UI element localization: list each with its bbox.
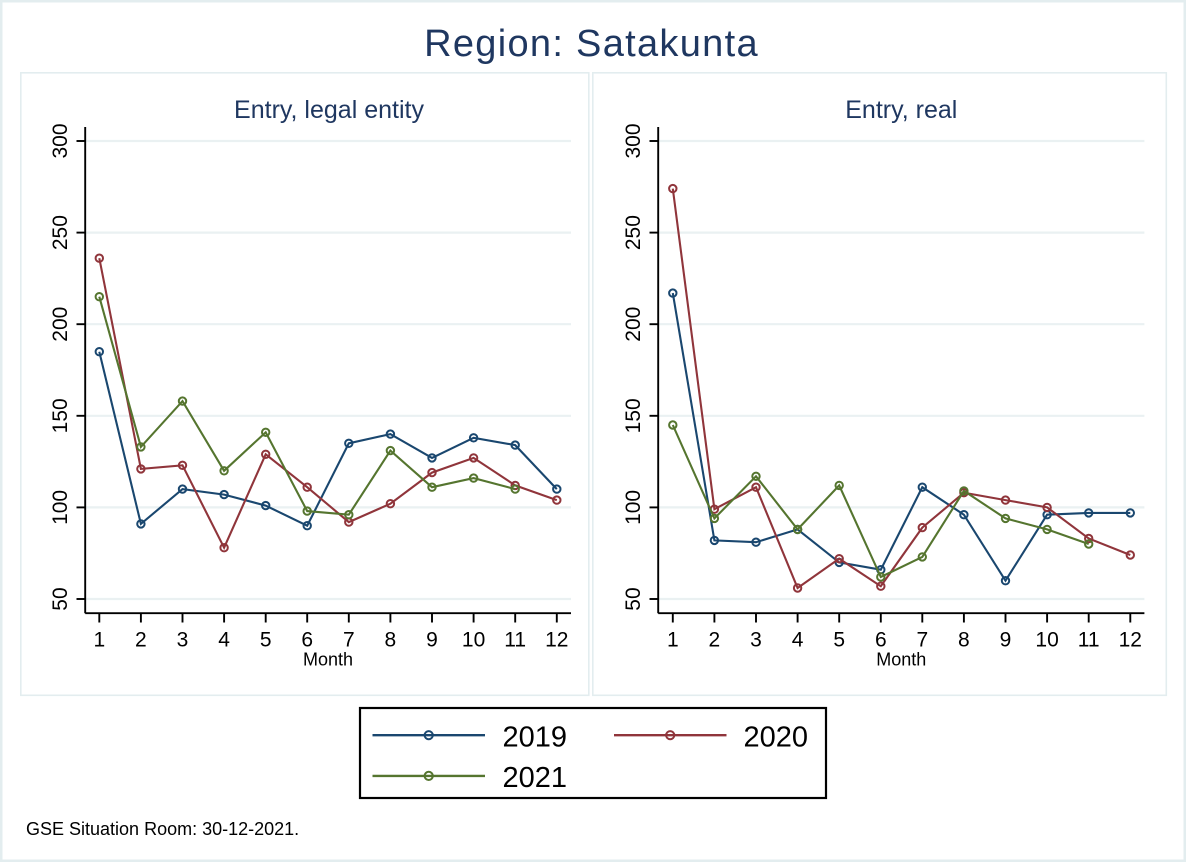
- svg-text:250: 250: [49, 215, 72, 250]
- svg-text:10: 10: [1035, 629, 1058, 652]
- svg-text:100: 100: [49, 490, 72, 525]
- svg-text:250: 250: [622, 215, 645, 250]
- svg-text:GSE Situation Room: 30-12-2021: GSE Situation Room: 30-12-2021.: [26, 819, 299, 839]
- svg-text:50: 50: [622, 587, 645, 610]
- svg-text:6: 6: [875, 629, 887, 652]
- svg-text:150: 150: [622, 398, 645, 433]
- svg-text:5: 5: [833, 629, 845, 652]
- svg-text:Month: Month: [303, 650, 353, 670]
- svg-text:9: 9: [426, 629, 438, 652]
- svg-text:8: 8: [958, 629, 970, 652]
- svg-text:10: 10: [462, 629, 485, 652]
- svg-text:2020: 2020: [744, 721, 809, 753]
- svg-text:1: 1: [93, 629, 105, 652]
- svg-text:9: 9: [1000, 629, 1012, 652]
- svg-text:Month: Month: [876, 650, 926, 670]
- svg-text:Entry, real: Entry, real: [845, 96, 957, 124]
- svg-text:12: 12: [545, 629, 568, 652]
- svg-text:2019: 2019: [503, 721, 568, 753]
- svg-text:150: 150: [49, 398, 72, 433]
- svg-text:Entry, legal entity: Entry, legal entity: [234, 96, 424, 124]
- svg-text:5: 5: [260, 629, 272, 652]
- svg-text:3: 3: [177, 629, 189, 652]
- svg-text:100: 100: [622, 490, 645, 525]
- svg-text:300: 300: [49, 123, 72, 158]
- svg-text:4: 4: [792, 629, 804, 652]
- svg-text:11: 11: [1078, 629, 1100, 652]
- svg-text:2021: 2021: [503, 762, 568, 794]
- svg-text:3: 3: [750, 629, 762, 652]
- svg-text:200: 200: [49, 307, 72, 342]
- svg-text:4: 4: [218, 629, 230, 652]
- svg-text:12: 12: [1119, 629, 1142, 652]
- svg-text:11: 11: [504, 629, 526, 652]
- svg-text:1: 1: [667, 629, 679, 652]
- svg-text:7: 7: [916, 629, 928, 652]
- svg-text:200: 200: [622, 307, 645, 342]
- svg-text:2: 2: [709, 629, 721, 652]
- svg-text:6: 6: [301, 629, 313, 652]
- svg-text:2: 2: [135, 629, 147, 652]
- svg-text:8: 8: [385, 629, 397, 652]
- svg-text:7: 7: [343, 629, 355, 652]
- svg-text:50: 50: [49, 587, 72, 610]
- svg-text:Region: Satakunta: Region: Satakunta: [424, 23, 759, 65]
- svg-text:300: 300: [622, 123, 645, 158]
